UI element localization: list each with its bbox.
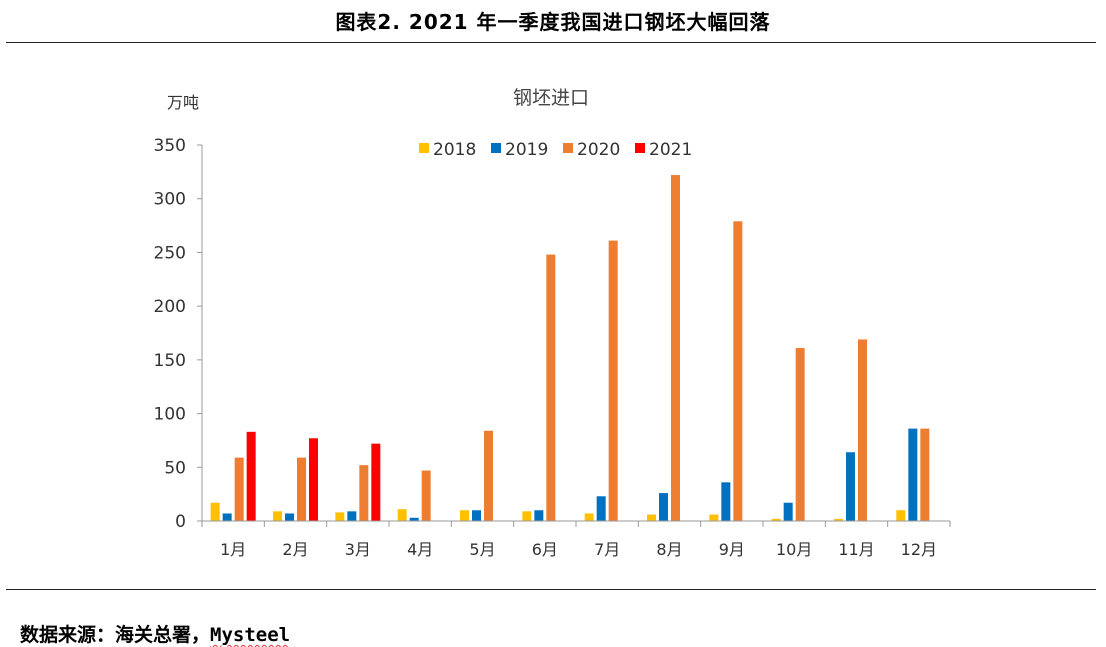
- bar-2018: [397, 509, 407, 521]
- top-rule: [6, 42, 1096, 43]
- bar-2021: [371, 443, 381, 521]
- bar-2018: [273, 511, 282, 521]
- bar-2019: [285, 513, 294, 521]
- chart-legend: 2018 2019 2020 2021: [419, 140, 692, 160]
- bar-2019: [721, 482, 731, 521]
- source-prefix: 数据来源：海关总署，: [20, 624, 211, 646]
- x-tick-label: 5月: [469, 540, 495, 559]
- bar-2018: [709, 514, 719, 521]
- legend-swatch-2021: [635, 143, 645, 153]
- legend-label-2021: 2021: [649, 140, 692, 160]
- y-tick-label: 100: [154, 405, 186, 425]
- x-tick-label: 4月: [407, 540, 433, 559]
- y-tick-label: 0: [175, 512, 186, 532]
- source-brand: Mysteel: [210, 624, 291, 646]
- x-tick-label: 9月: [719, 540, 745, 559]
- bar-2020: [671, 175, 680, 521]
- bar-2018: [834, 518, 843, 521]
- x-tick-label: 6月: [532, 540, 558, 559]
- bar-2018: [647, 514, 656, 521]
- y-tick-label: 200: [154, 297, 186, 317]
- x-tick-label: 7月: [594, 540, 620, 559]
- bar-2021: [246, 431, 256, 521]
- bar-2019: [596, 496, 606, 521]
- y-axis-unit-label: 万吨: [167, 93, 199, 112]
- y-tick-label: 300: [154, 190, 186, 210]
- bar-2019: [846, 452, 855, 521]
- legend-label-2019: 2019: [505, 140, 548, 160]
- x-tick-label: 1月: [220, 540, 246, 559]
- bar-2018: [771, 518, 781, 521]
- x-tick-label: 3月: [345, 540, 371, 559]
- bar-2020: [733, 221, 743, 521]
- bar-2020: [297, 457, 306, 521]
- bar-2019: [534, 510, 544, 521]
- bar-2019: [908, 428, 918, 521]
- bar-2020: [920, 428, 930, 521]
- y-tick-label: 350: [154, 136, 186, 156]
- y-tick-label: 50: [164, 458, 186, 478]
- bar-2019: [409, 517, 419, 521]
- bar-2018: [460, 510, 469, 521]
- legend-label-2020: 2020: [577, 140, 620, 160]
- bar-2020: [795, 348, 805, 521]
- x-axis-ticks: 1月 2月 3月 4月 5月 6月 7月 8月 9月 10月 11月 12月: [201, 521, 951, 559]
- legend-swatch-2019: [491, 143, 501, 153]
- x-tick-label: 11月: [838, 540, 874, 559]
- x-tick-label: 8月: [656, 540, 682, 559]
- x-tick-label: 12月: [901, 540, 937, 559]
- chart-title: 钢坯进口: [513, 87, 589, 109]
- bar-2019: [347, 511, 357, 521]
- bar-2018: [522, 511, 532, 521]
- bar-2020: [234, 457, 244, 521]
- figure-title: 图表2. 2021 年一季度我国进口钢坯大幅回落: [335, 10, 771, 34]
- bar-2021: [309, 438, 318, 521]
- bar-2019: [659, 493, 668, 521]
- bar-2020: [484, 430, 493, 521]
- bar-2020: [359, 465, 369, 521]
- legend-label-2018: 2018: [433, 140, 476, 160]
- y-tick-label: 150: [154, 351, 186, 371]
- bar-2018: [335, 512, 345, 521]
- bar-2019: [222, 513, 232, 521]
- bar-2018: [210, 502, 220, 521]
- bar-2020: [546, 254, 556, 521]
- legend-swatch-2020: [563, 143, 573, 153]
- bar-2020: [858, 339, 867, 521]
- bar-2019: [783, 502, 793, 521]
- legend-swatch-2018: [419, 143, 429, 153]
- bar-2020: [421, 470, 431, 521]
- x-tick-label: 10月: [776, 540, 812, 559]
- bar-2019: [472, 510, 481, 521]
- chart-canvas: 钢坯进口 万吨 2018 2019 2020 2021 0 50 100 150 200 250…: [154, 87, 951, 559]
- y-tick-label: 250: [154, 243, 186, 263]
- bars-group: [210, 175, 930, 521]
- source-note: 数据来源：海关总署，Mysteel: [20, 620, 290, 647]
- bar-2018: [584, 513, 594, 521]
- bar-2020: [608, 240, 618, 521]
- x-tick-label: 2月: [282, 540, 308, 559]
- bar-2018: [896, 510, 906, 521]
- y-axis-ticks: 0 50 100 150 200 250 300 350: [154, 136, 202, 532]
- bottom-rule: [6, 589, 1096, 590]
